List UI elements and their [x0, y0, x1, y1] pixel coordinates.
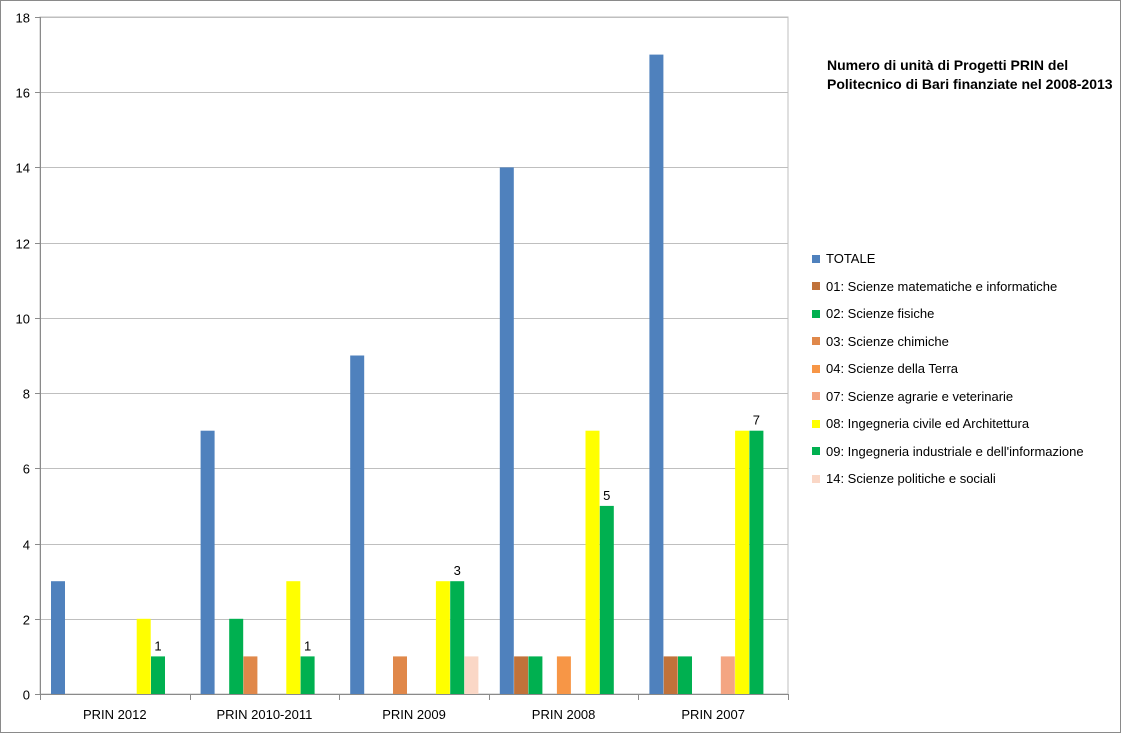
legend-label: 02: Scienze fisiche	[826, 306, 935, 322]
bar	[720, 656, 735, 694]
data-label: 1	[154, 638, 161, 653]
legend-item: TOTALE	[812, 245, 1084, 273]
x-tick-label: PRIN 2009	[382, 707, 446, 722]
y-tick-label: 12	[16, 237, 30, 252]
legend-swatch	[812, 254, 820, 263]
bar	[51, 581, 65, 694]
x-tick-label: PRIN 2012	[83, 707, 147, 722]
legend-label: 09: Ingegneria industriale e dell'inform…	[826, 443, 1084, 459]
legend-swatch	[812, 474, 820, 483]
legend-item: 02: Scienze fisiche	[812, 300, 1084, 328]
bar	[514, 656, 529, 694]
bar	[393, 656, 407, 694]
legend-item: 09: Ingegneria industriale e dell'inform…	[812, 438, 1084, 466]
legend-label: TOTALE	[826, 251, 876, 267]
bar	[735, 430, 750, 694]
bar	[229, 618, 244, 694]
bar	[678, 656, 692, 694]
plot-area	[39, 16, 789, 695]
legend-label: 14: Scienze politiche e sociali	[826, 471, 996, 487]
data-label: 1	[304, 638, 311, 653]
bar	[243, 656, 258, 694]
bar	[556, 656, 571, 694]
legend-item: 07: Scienze agrarie e veterinarie	[812, 383, 1084, 411]
legend-item: 14: Scienze politiche e sociali	[812, 465, 1084, 493]
bar	[350, 355, 365, 694]
y-tick-label: 2	[23, 613, 30, 628]
bar	[286, 581, 301, 694]
x-tick-label: PRIN 2008	[532, 707, 596, 722]
legend-swatch	[812, 419, 820, 428]
chart-title: Numero di unità di Progetti PRIN del Pol…	[827, 57, 1113, 92]
legend-swatch	[812, 364, 820, 373]
y-tick-label: 8	[23, 387, 30, 402]
legend-swatch	[812, 447, 820, 456]
legend-item: 03: Scienze chimiche	[812, 328, 1084, 356]
bar	[585, 430, 600, 694]
data-label: 3	[454, 563, 461, 578]
bar	[528, 656, 543, 694]
bar	[599, 505, 614, 694]
legend-label: 04: Scienze della Terra	[826, 361, 959, 377]
bar	[649, 54, 664, 695]
bar	[300, 656, 315, 694]
bar	[450, 581, 465, 694]
bar	[136, 618, 151, 694]
y-tick-label: 10	[16, 312, 30, 327]
bar	[200, 430, 215, 694]
data-label: 5	[603, 488, 610, 503]
y-tick-label: 6	[23, 462, 30, 477]
y-tick-label: 18	[16, 11, 30, 26]
legend-swatch	[812, 309, 820, 318]
y-tick-label: 0	[23, 688, 30, 703]
bar	[464, 656, 479, 694]
legend-swatch	[812, 392, 820, 401]
y-tick-label: 16	[16, 86, 30, 101]
legend-label: 07: Scienze agrarie e veterinarie	[826, 388, 1014, 404]
bar	[151, 656, 165, 694]
legend-label: 03: Scienze chimiche	[826, 333, 949, 349]
x-tick-label: PRIN 2010-2011	[216, 707, 312, 722]
legend-item: 04: Scienze della Terra	[812, 355, 1084, 383]
bar	[499, 167, 514, 694]
legend-swatch	[812, 337, 820, 346]
bar	[435, 581, 450, 694]
legend-item: 01: Scienze matematiche e informatiche	[812, 273, 1084, 301]
x-tick-label: PRIN 2007	[681, 707, 745, 722]
y-tick-label: 4	[23, 538, 30, 553]
legend-swatch	[812, 282, 820, 291]
data-label: 7	[753, 413, 760, 428]
legend-label: 01: Scienze matematiche e informatiche	[826, 278, 1058, 294]
y-tick-label: 14	[16, 161, 30, 176]
bar	[749, 430, 764, 694]
bar	[663, 656, 678, 694]
legend-item: 08: Ingegneria civile ed Architettura	[812, 410, 1084, 438]
chart-legend: TOTALE 01: Scienze matematiche e informat…	[812, 245, 1084, 493]
legend-label: 08: Ingegneria civile ed Architettura	[826, 416, 1030, 432]
